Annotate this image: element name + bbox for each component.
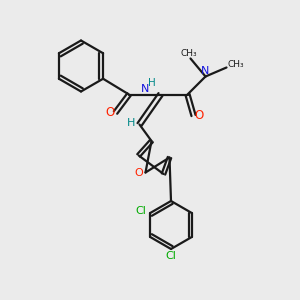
Text: N: N (141, 83, 149, 94)
Text: O: O (134, 168, 143, 178)
Text: N: N (201, 66, 209, 76)
Text: O: O (194, 109, 203, 122)
Text: Cl: Cl (135, 206, 146, 217)
Text: H: H (148, 78, 156, 88)
Text: O: O (106, 106, 115, 119)
Text: CH₃: CH₃ (227, 60, 244, 69)
Text: CH₃: CH₃ (181, 49, 197, 58)
Text: H: H (127, 118, 135, 128)
Text: Cl: Cl (166, 250, 176, 261)
